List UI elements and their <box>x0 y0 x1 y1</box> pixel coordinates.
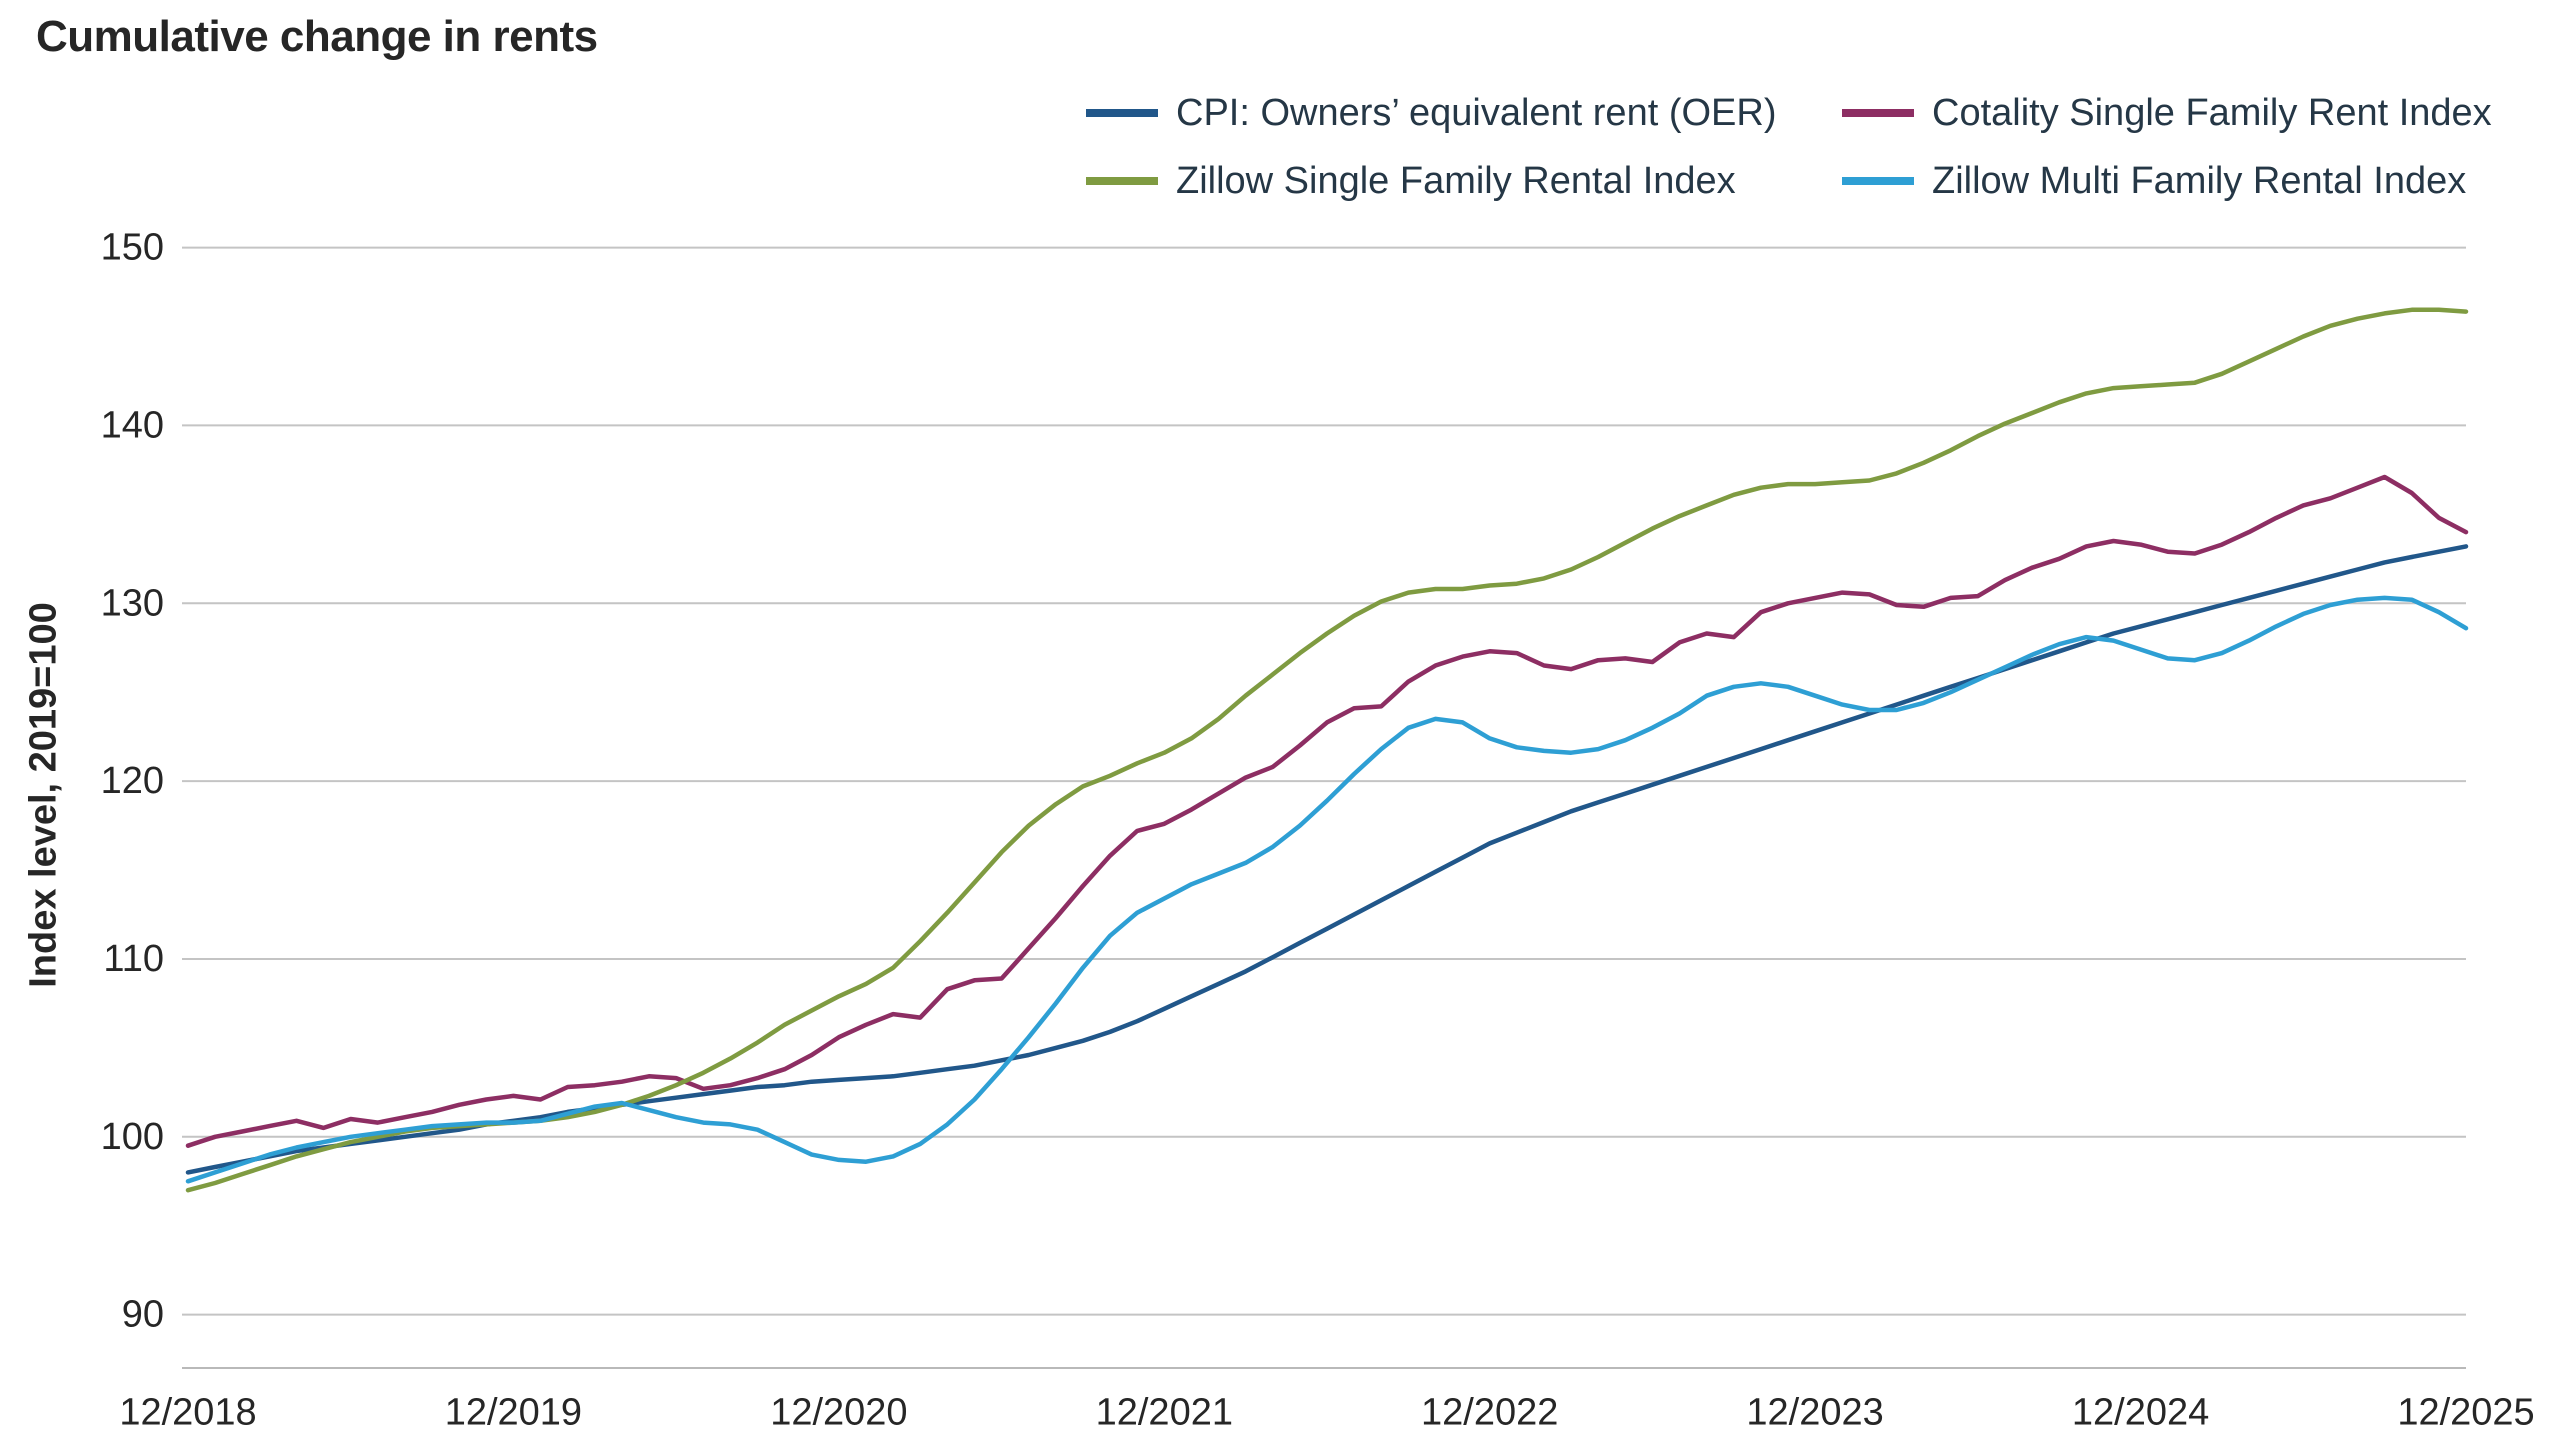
series-line-1 <box>185 474 2469 1148</box>
y-tick-label-130: 130 <box>101 582 164 624</box>
legend-item-3: Zillow Multi Family Rental Index <box>1842 158 2492 204</box>
gridlines: 90 100 110 120 130 140 150 <box>101 227 2466 1369</box>
legend-item-0: CPI: Owners’ equivalent rent (OER) <box>1086 90 1842 136</box>
x-tick-label-12-2020: 12/2020 <box>770 1391 907 1433</box>
legend-line-swatch <box>1842 109 1914 117</box>
x-tick-label-12-2018: 12/2018 <box>119 1391 256 1433</box>
legend-label: Zillow Single Family Rental Index <box>1176 159 1736 202</box>
legend-item-1: Cotality Single Family Rent Index <box>1842 90 2492 136</box>
y-tick-label-100: 100 <box>101 1116 164 1158</box>
chart-legend: CPI: Owners’ equivalent rent (OER) Cotali… <box>1086 90 2492 204</box>
chart-title: Cumulative change in rents <box>36 12 598 61</box>
legend-label: Cotality Single Family Rent Index <box>1932 91 2492 134</box>
x-tick-label-12-2019: 12/2019 <box>445 1391 582 1433</box>
series-line-2 <box>185 307 2469 1193</box>
x-tick-label-12-2025: 12/2025 <box>2397 1391 2534 1433</box>
x-tick-label-12-2021: 12/2021 <box>1096 1391 1233 1433</box>
series-line-0 <box>185 544 2469 1175</box>
legend-line-swatch <box>1086 109 1158 117</box>
legend-item-2: Zillow Single Family Rental Index <box>1086 158 1842 204</box>
x-tick-label-12-2022: 12/2022 <box>1421 1391 1558 1433</box>
x-tick-label-12-2024: 12/2024 <box>2072 1391 2209 1433</box>
legend-line-swatch <box>1086 177 1158 185</box>
y-tick-label-110: 110 <box>103 938 164 980</box>
legend-label: CPI: Owners’ equivalent rent (OER) <box>1176 91 1777 134</box>
legend-line-swatch <box>1842 177 1914 185</box>
legend-label: Zillow Multi Family Rental Index <box>1932 159 2467 202</box>
x-tick-labels: 12/2018 12/2019 12/2020 12/2021 12/2022 12/20… <box>119 1391 2534 1433</box>
y-tick-label-150: 150 <box>101 227 164 269</box>
series-line-3 <box>185 595 2469 1184</box>
y-tick-label-120: 120 <box>101 760 164 802</box>
y-tick-label-140: 140 <box>101 404 164 446</box>
x-tick-label-12-2023: 12/2023 <box>1746 1391 1883 1433</box>
y-tick-label-90: 90 <box>122 1294 164 1336</box>
